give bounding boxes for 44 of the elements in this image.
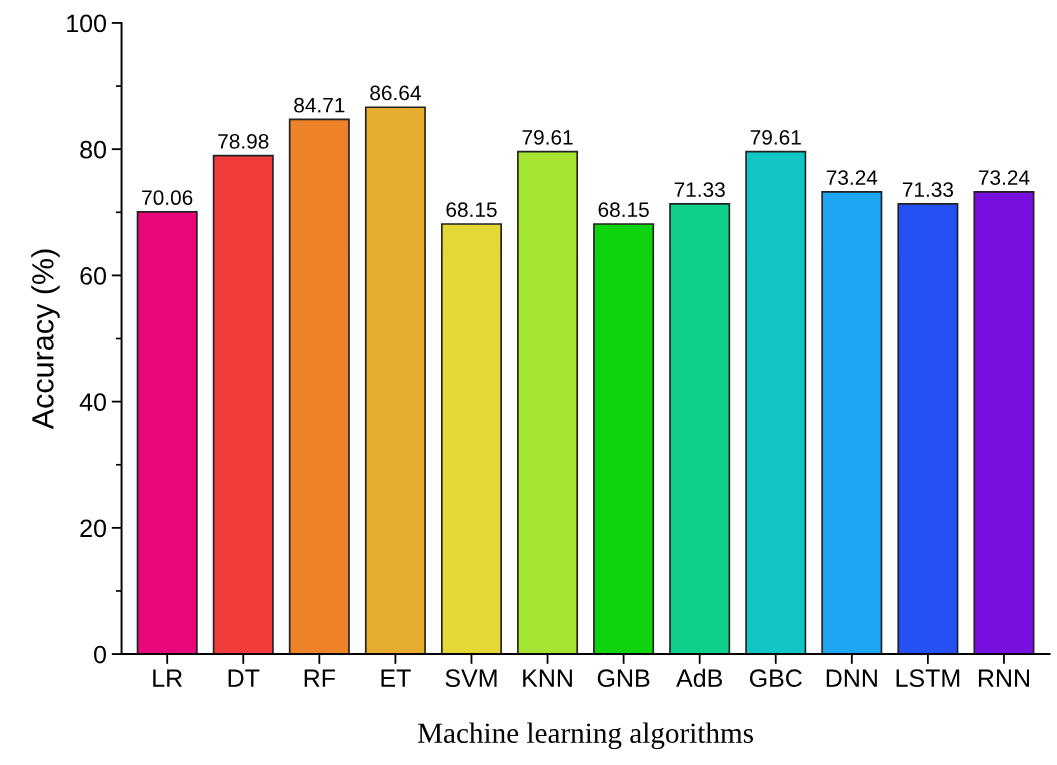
data-label: 79.61 (750, 129, 801, 145)
data-label: 68.15 (446, 202, 497, 218)
x-tick-label: LR (153, 669, 183, 687)
bar (517, 150, 579, 655)
data-label: 84.71 (294, 97, 345, 113)
data-label: 73.24 (826, 170, 878, 185)
x-tick-label: RF (304, 669, 335, 687)
y-tick-label: 100 (67, 14, 106, 33)
data-label: 71.33 (674, 182, 725, 197)
bar (593, 223, 655, 655)
y-tick-label: 0 (94, 645, 106, 664)
y-tick-label: 20 (80, 519, 106, 538)
x-tick-label: GNB (597, 669, 650, 688)
bar (364, 106, 426, 655)
bar (745, 150, 807, 655)
x-tick-label: SVM (445, 669, 497, 688)
x-tick-label: DT (228, 669, 260, 687)
x-tick-label: ET (381, 669, 411, 687)
bar (136, 211, 198, 655)
x-axis-title: Machine learning algorithms (417, 722, 753, 750)
data-label: 70.06 (142, 190, 193, 206)
y-tick-label: 40 (79, 393, 106, 411)
y-tick-label: 80 (80, 140, 106, 159)
bar (897, 203, 959, 655)
bar (440, 223, 502, 655)
x-tick-label: AdB (676, 668, 722, 688)
data-label: 71.33 (902, 182, 954, 197)
data-label: 73.24 (978, 170, 1030, 185)
data-label: 86.64 (370, 85, 421, 101)
x-tick-label: LSTM (896, 669, 960, 688)
bar (288, 118, 350, 655)
bar (212, 154, 274, 655)
bar (669, 203, 731, 655)
data-label: 79.61 (522, 129, 573, 145)
data-label: 68.15 (598, 202, 649, 218)
bar (821, 191, 883, 655)
data-label: 78.98 (218, 133, 269, 149)
x-tick-label: GBC (749, 669, 802, 688)
x-tick-label: RNN (978, 669, 1029, 687)
x-tick-label: KNN (523, 669, 572, 687)
y-axis-title: Accuracy (%) (31, 249, 60, 430)
x-tick-label: DNN (826, 669, 877, 687)
y-tick-label: 60 (80, 267, 106, 285)
bar (973, 191, 1035, 655)
